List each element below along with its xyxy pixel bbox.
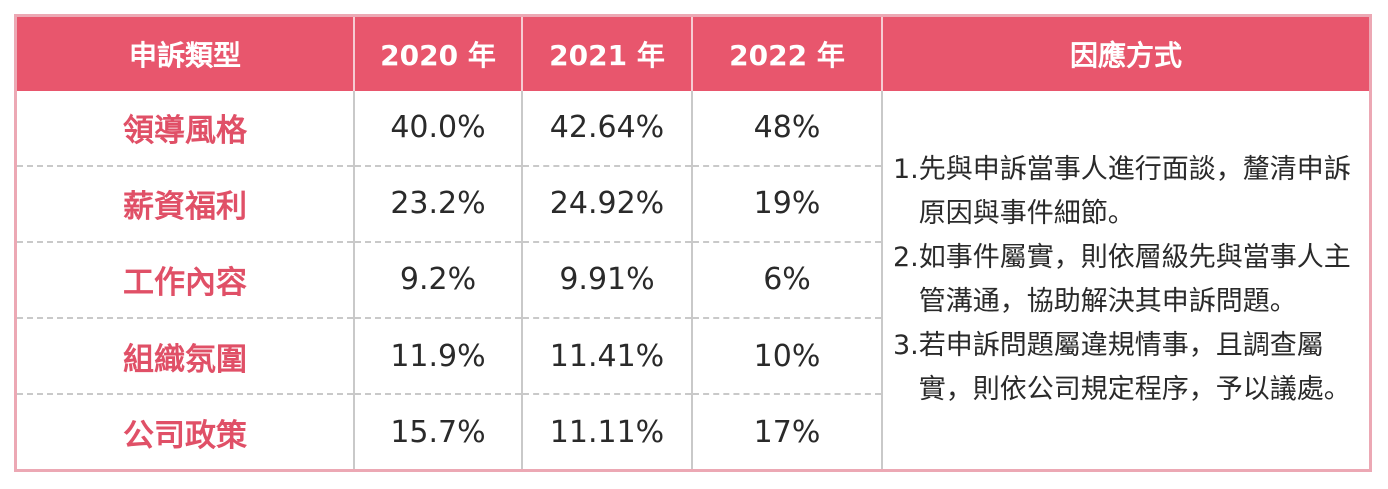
response-item: 1. 先與申訴當事人進行面談，釐清申訴原因與事件細節。 — [893, 148, 1357, 236]
value-2022-cell: 48% — [692, 91, 883, 167]
table-header-row: 申訴類型 2020 年 2021 年 2022 年 因應方式 — [17, 17, 1369, 91]
table-row: 薪資福利 23.2% 24.92% 19% — [17, 165, 1369, 243]
response-number: 1. — [893, 154, 919, 185]
value-2022-cell: 19% — [692, 165, 883, 243]
header-complaint-type: 申訴類型 — [17, 17, 355, 91]
complaint-type-cell: 公司政策 — [17, 394, 355, 469]
value-2020-cell: 23.2% — [354, 165, 523, 243]
value-2021-cell: 24.92% — [522, 165, 693, 243]
value-2020-cell: 11.9% — [354, 318, 523, 396]
response-text: 如事件屬實，則依層級先與當事人主管溝通，協助解決其申訴問題。 — [918, 242, 1351, 317]
table-row: 領導風格 40.0% 42.64% 48% 1. 先與申訴當事人進行面談，釐清申… — [17, 91, 1369, 405]
complaint-type-cell: 領導風格 — [17, 91, 355, 167]
table-row: 公司政策 15.7% 11.11% 17% — [17, 394, 1369, 469]
value-2020-cell: 15.7% — [354, 394, 523, 469]
value-2021-cell: 9.91% — [522, 241, 693, 320]
complaint-type-cell: 組織氛圍 — [17, 318, 355, 396]
response-item: 3. 若申訴問題屬違規情事，且調查屬實，則依公司規定程序，予以議處。 — [893, 324, 1357, 412]
value-2020-cell: 40.0% — [354, 91, 523, 167]
header-year-2020: 2020 年 — [354, 17, 523, 91]
complaint-type-cell: 薪資福利 — [17, 165, 355, 243]
value-2022-cell: 6% — [692, 241, 883, 320]
value-2020-cell: 9.2% — [354, 241, 523, 320]
value-2021-cell: 11.41% — [522, 318, 693, 396]
response-number: 3. — [893, 330, 919, 361]
complaint-statistics-table: 申訴類型 2020 年 2021 年 2022 年 因應方式 領導風格 40.0… — [17, 17, 1369, 469]
value-2021-cell: 42.64% — [522, 91, 693, 167]
complaint-type-cell: 工作內容 — [17, 241, 355, 320]
value-2021-cell: 11.11% — [522, 394, 693, 469]
response-text: 若申訴問題屬違規情事，且調查屬實，則依公司規定程序，予以議處。 — [918, 330, 1351, 405]
header-year-2021: 2021 年 — [522, 17, 693, 91]
table-row: 工作內容 9.2% 9.91% 6% — [17, 241, 1369, 320]
response-item: 2. 如事件屬實，則依層級先與當事人主管溝通，協助解決其申訴問題。 — [893, 236, 1357, 324]
response-text: 先與申訴當事人進行面談，釐清申訴原因與事件細節。 — [918, 154, 1351, 229]
response-number: 2. — [893, 242, 919, 273]
value-2022-cell: 17% — [692, 394, 883, 469]
header-year-2022: 2022 年 — [692, 17, 883, 91]
response-method-cell: 1. 先與申訴當事人進行面談，釐清申訴原因與事件細節。 2. 如事件屬實，則依層… — [882, 91, 1369, 469]
value-2022-cell: 10% — [692, 318, 883, 396]
complaint-table-frame: 申訴類型 2020 年 2021 年 2022 年 因應方式 領導風格 40.0… — [14, 14, 1372, 472]
table-row: 組織氛圍 11.9% 11.41% 10% — [17, 318, 1369, 396]
header-response-method: 因應方式 — [882, 17, 1369, 91]
